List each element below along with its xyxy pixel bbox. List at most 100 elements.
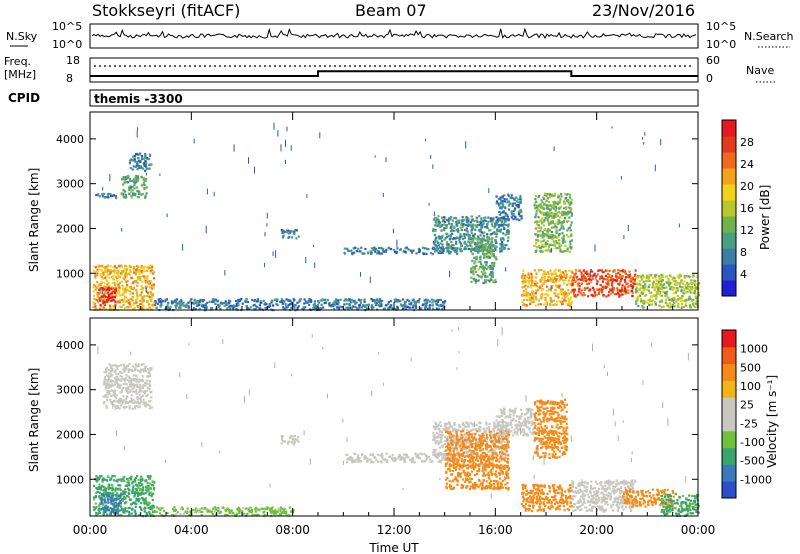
data-cell xyxy=(127,496,130,499)
data-cell xyxy=(537,204,540,207)
data-cell xyxy=(386,460,389,463)
data-cell xyxy=(593,294,596,297)
data-cell xyxy=(256,297,259,301)
data-cell xyxy=(447,460,450,463)
data-cell xyxy=(198,300,201,303)
data-cell xyxy=(558,201,561,204)
data-cell xyxy=(128,186,131,189)
data-cell xyxy=(490,244,493,247)
data-cell xyxy=(192,302,196,305)
data-cell xyxy=(655,295,658,298)
data-cell xyxy=(527,272,530,275)
data-cell xyxy=(669,287,672,291)
data-cell xyxy=(681,295,684,298)
data-cell xyxy=(116,288,120,291)
data-cell xyxy=(560,293,563,296)
data-cell xyxy=(291,438,294,441)
data-cell xyxy=(444,440,447,443)
noise-streak xyxy=(193,138,195,144)
data-cell xyxy=(547,236,550,239)
data-cell xyxy=(470,231,473,234)
data-cell xyxy=(477,241,480,244)
data-cell xyxy=(243,514,246,517)
data-cell xyxy=(282,234,285,237)
data-cell xyxy=(425,252,428,255)
data-cell xyxy=(108,391,111,394)
data-cell xyxy=(143,499,146,502)
data-cell xyxy=(104,490,107,493)
data-cell xyxy=(132,390,135,393)
data-cell xyxy=(515,204,518,207)
data-cell xyxy=(603,278,607,281)
data-cell xyxy=(523,298,526,301)
data-cell xyxy=(568,269,571,272)
data-cell xyxy=(562,227,565,230)
data-cell xyxy=(340,306,344,309)
noise-streak xyxy=(620,175,622,180)
data-cell xyxy=(542,211,545,214)
data-cell xyxy=(344,252,347,255)
data-cell xyxy=(232,306,235,309)
data-cell xyxy=(433,224,437,227)
data-cell xyxy=(126,299,129,302)
data-cell xyxy=(650,303,653,306)
data-cell xyxy=(547,275,550,279)
data-cell xyxy=(695,275,698,278)
data-cell xyxy=(105,404,108,408)
data-cell xyxy=(479,255,482,258)
data-cell xyxy=(641,274,644,277)
data-cell xyxy=(589,269,592,272)
data-cell xyxy=(146,501,150,504)
data-cell xyxy=(214,302,217,306)
data-cell xyxy=(648,302,651,305)
data-cell xyxy=(138,272,141,275)
data-cell xyxy=(116,367,119,371)
data-cell xyxy=(554,209,557,212)
data-cell xyxy=(486,233,489,236)
data-cell xyxy=(493,261,496,264)
data-cell xyxy=(504,212,507,215)
noise-sky-line xyxy=(91,27,697,40)
data-cell xyxy=(549,237,552,240)
data-cell xyxy=(474,279,477,282)
data-cell xyxy=(119,375,122,378)
data-cell xyxy=(348,299,352,302)
data-cell xyxy=(456,224,459,227)
data-cell xyxy=(533,244,536,247)
data-cell xyxy=(668,298,671,301)
data-cell xyxy=(475,439,478,442)
data-cell xyxy=(195,508,198,511)
data-cell xyxy=(645,288,648,291)
data-cell xyxy=(150,280,153,283)
data-cell xyxy=(132,165,135,168)
data-cell xyxy=(101,484,104,487)
data-cell xyxy=(625,282,628,285)
data-cell xyxy=(512,213,515,216)
data-cell xyxy=(432,448,435,452)
noise-streak xyxy=(432,164,434,169)
data-cell xyxy=(125,366,128,369)
data-cell xyxy=(121,284,124,287)
data-cell xyxy=(144,169,147,172)
data-cell xyxy=(695,286,698,289)
data-cell xyxy=(500,237,503,240)
data-cell xyxy=(684,275,687,278)
data-cell xyxy=(458,241,461,244)
data-cell xyxy=(664,292,667,295)
data-cell xyxy=(130,475,133,478)
data-cell xyxy=(465,437,468,440)
data-cell xyxy=(467,217,470,220)
data-cell xyxy=(128,477,131,480)
data-cell xyxy=(485,243,488,246)
data-cell xyxy=(115,266,118,270)
data-cell xyxy=(129,303,132,306)
data-cell xyxy=(403,459,406,462)
data-cell xyxy=(96,291,99,294)
data-cell xyxy=(247,307,250,310)
data-cell xyxy=(408,303,411,306)
data-cell xyxy=(323,302,326,305)
data-cell xyxy=(142,162,145,165)
data-cell xyxy=(663,290,666,294)
data-cell xyxy=(280,229,283,232)
data-cell xyxy=(143,308,146,311)
